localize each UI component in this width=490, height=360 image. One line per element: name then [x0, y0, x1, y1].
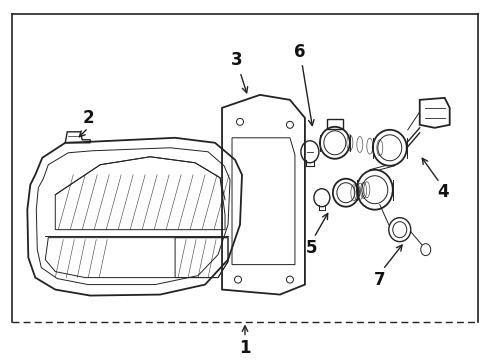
Text: 6: 6 — [294, 43, 306, 61]
Text: 2: 2 — [82, 109, 94, 127]
Text: 7: 7 — [374, 271, 386, 289]
Text: 3: 3 — [231, 51, 243, 69]
Text: 1: 1 — [239, 339, 251, 357]
Text: 4: 4 — [437, 183, 448, 201]
Text: 5: 5 — [306, 239, 318, 257]
